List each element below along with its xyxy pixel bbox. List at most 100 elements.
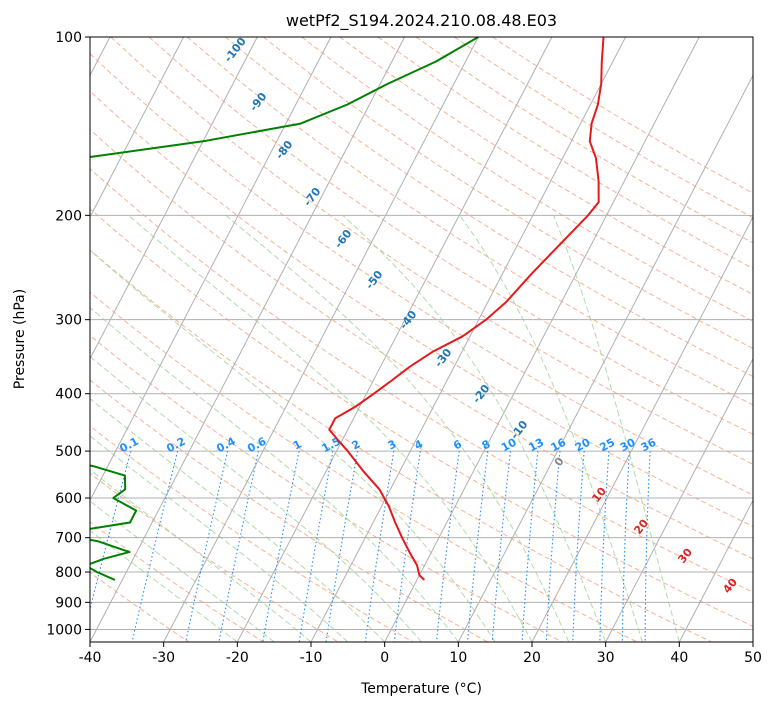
- moist-adiabat: [459, 215, 643, 642]
- temperature-profile: [328, 37, 605, 581]
- moist-adiabats: [90, 214, 680, 642]
- mixing-ratio-label: 8: [480, 437, 493, 452]
- dry-adiabat: [377, 37, 753, 269]
- isotherm: [90, 37, 258, 360]
- dry-adiabat: [90, 128, 753, 560]
- moist-adiabat: [90, 500, 275, 642]
- mixing-ratio-label: 0.6: [245, 435, 269, 456]
- mixing-ratio-line: [435, 451, 460, 642]
- dry-adiabat: [90, 208, 753, 627]
- dry-adiabat: [90, 425, 414, 642]
- mixing-ratio-label: 13: [526, 436, 546, 455]
- mixing-ratio-line: [262, 450, 300, 642]
- mixing-ratio-lines: [90, 450, 651, 642]
- x-axis-label: Temperature (°C): [360, 681, 482, 697]
- y-tick-label: 300: [55, 313, 82, 329]
- dry-adiabat: [263, 37, 753, 350]
- dry-adiabat: [90, 291, 638, 642]
- isotherm: [310, 37, 627, 642]
- mixing-ratio-labels: 0.1 0.2 0.4 0.6 1 1.5 2 3 4 6 8 10 13 16 20 25 30 36: [117, 435, 658, 456]
- x-tick-label: 40: [670, 650, 688, 666]
- isotherm: [531, 215, 753, 642]
- mixing-ratio-line: [185, 450, 229, 642]
- dry-adiabat: [148, 37, 753, 435]
- moist-adiabat: [90, 307, 459, 642]
- mixing-ratio-label: 0.1: [117, 435, 140, 456]
- x-tick-label: 20: [523, 650, 541, 666]
- isotherm: [752, 640, 753, 642]
- dry-adiabat: [90, 472, 339, 642]
- moist-adiabat: [90, 435, 349, 642]
- isotherm: [678, 499, 753, 642]
- mixing-ratio-label: 30: [618, 436, 638, 455]
- dry-adiabat: [415, 37, 753, 244]
- chart-title: wetPf2_S194.2024.210.08.48.E03: [286, 11, 557, 31]
- isotherm: [90, 37, 332, 502]
- dry-adiabat: [90, 334, 563, 642]
- y-tick-label: 100: [55, 30, 82, 46]
- isotherm-label: -20: [470, 382, 493, 406]
- isotherm: [90, 37, 185, 219]
- dry-adiabat: [110, 37, 753, 465]
- mixing-ratio-line: [491, 451, 512, 642]
- x-tick-label: 50: [744, 650, 762, 666]
- mixing-ratio-line: [131, 450, 179, 642]
- mixing-ratio-line: [393, 451, 421, 642]
- mixing-ratio-line: [325, 451, 359, 642]
- mixing-ratio-line: [521, 451, 539, 642]
- plot-frame: [89, 36, 754, 643]
- dry-adiabat: [90, 90, 753, 528]
- x-tick-label: -40: [79, 650, 102, 666]
- mixing-ratio-label: 6: [451, 437, 464, 452]
- moist-adiabat: [90, 249, 496, 642]
- profiles: [90, 37, 605, 581]
- pressure-gridlines: [90, 37, 753, 630]
- dry-adiabat: [339, 37, 753, 296]
- mixing-ratio-label: 10: [499, 436, 519, 455]
- mixing-ratio-line: [466, 451, 489, 642]
- mixing-ratio-line: [572, 451, 585, 642]
- isotherms: [90, 37, 753, 642]
- mixing-ratio-label: 16: [549, 436, 569, 455]
- dry-adiabat: [186, 37, 753, 406]
- isotherm-label: 0: [552, 455, 567, 469]
- y-tick-label: 500: [55, 444, 82, 460]
- mixing-ratio-line: [621, 451, 630, 642]
- dry-adiabat: [90, 249, 712, 642]
- dry-adiabat: [90, 571, 190, 642]
- x-tick-label: -30: [152, 650, 175, 666]
- y-tick-label: 800: [55, 565, 82, 581]
- dry-adiabat: [301, 37, 753, 322]
- y-tick-label: 600: [55, 491, 82, 507]
- y-tick-label: 700: [55, 531, 82, 547]
- mixing-ratio-label: 0.2: [164, 435, 187, 456]
- isotherm-label: -50: [363, 268, 386, 292]
- mixing-ratio-label: 36: [639, 436, 659, 455]
- mixing-ratio-line: [298, 451, 334, 642]
- mixing-ratio-line: [364, 451, 395, 642]
- dry-adiabat: [90, 521, 264, 642]
- dewpoint-profile: [90, 37, 479, 581]
- dry-adiabat: [90, 379, 488, 642]
- y-tick-label: 200: [55, 208, 82, 224]
- isotherm-label: 20: [631, 517, 651, 537]
- isotherm-label: 40: [720, 576, 740, 596]
- isotherm-label: -70: [301, 185, 324, 209]
- mixing-ratio-line: [218, 450, 260, 642]
- isotherm: [163, 37, 479, 642]
- x-tick-label: -20: [226, 650, 249, 666]
- isotherm: [457, 74, 753, 642]
- mixing-ratio-label: 2: [350, 437, 363, 452]
- moist-adiabat: [553, 215, 680, 642]
- mixing-ratio-label: 3: [386, 437, 399, 452]
- isotherm-label: -90: [247, 90, 270, 114]
- y-axis-label: Pressure (hPa): [12, 289, 28, 389]
- moist-adiabat: [90, 469, 312, 642]
- mixing-ratio-label: 1.5: [320, 435, 343, 456]
- y-axis-ticks: 100 200 300 400 500 600 700 800 900 1000: [46, 30, 90, 638]
- mixing-ratio-label: 20: [573, 436, 593, 455]
- dry-adiabats: [90, 37, 753, 642]
- moist-adiabat: [128, 214, 533, 642]
- isotherm: [605, 357, 753, 642]
